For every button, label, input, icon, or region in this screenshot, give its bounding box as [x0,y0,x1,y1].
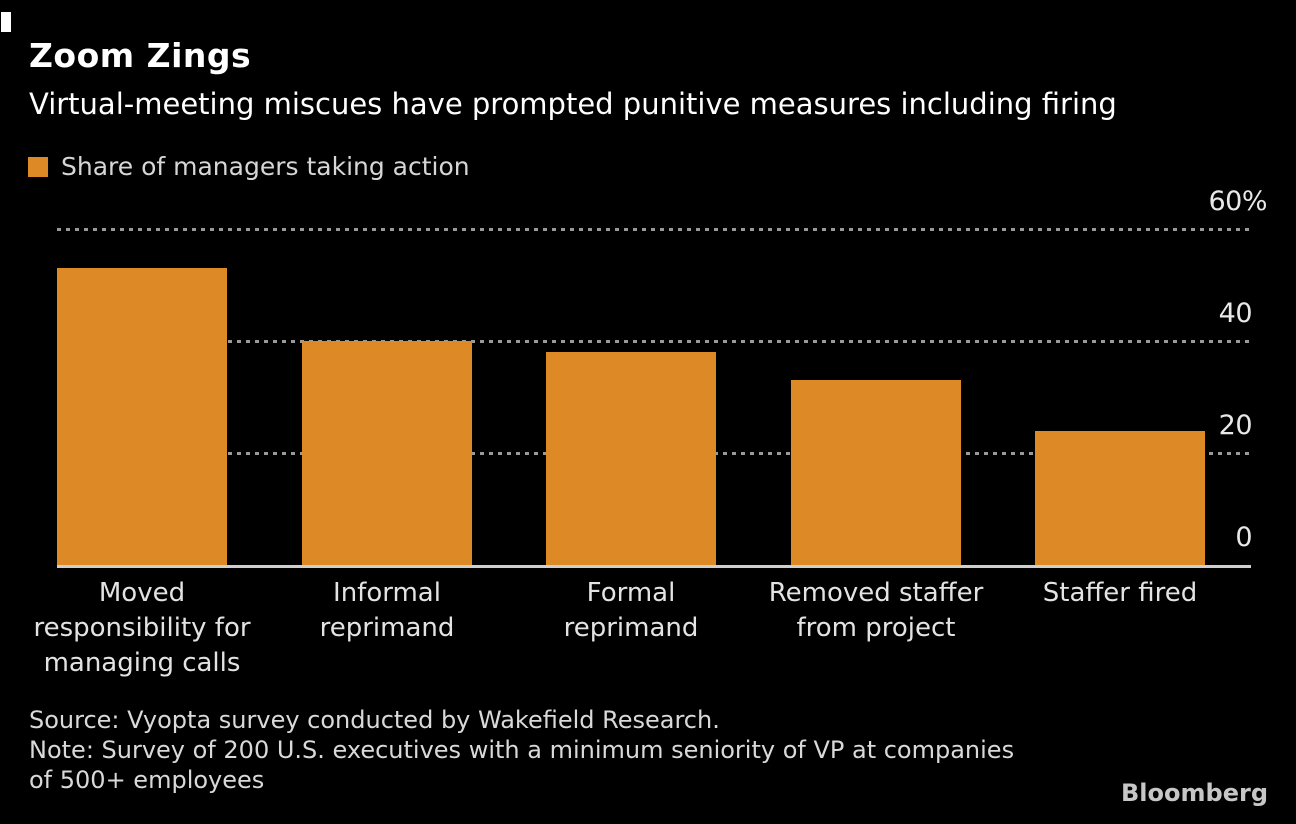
legend: Share of managers taking action [28,153,470,181]
category-label-4: Removed staffer from project [768,578,984,643]
footer-notes: Source: Vyopta survey conducted by Wakef… [29,705,1014,795]
category-label-5: Staffer fired [1042,578,1198,608]
bar-1 [57,268,227,565]
category-label-1: Moved responsibility for managing calls [33,578,251,678]
note-line: Note: Survey of 200 U.S. executives with… [29,736,1015,794]
chart-title: Zoom Zings [29,36,252,75]
bar-2 [302,341,472,565]
gridline-40 [57,340,1250,343]
bar-3 [546,352,716,565]
bar-4 [791,380,961,565]
category-label-2: Informal reprimand [319,578,455,643]
chart-subtitle: Virtual-meeting miscues have prompted pu… [29,87,1117,121]
source-line: Source: Vyopta survey conducted by Wakef… [29,706,720,734]
y-tick-label-20: 20 [1218,410,1253,441]
bar-5 [1035,431,1205,565]
x-axis-baseline [57,565,1251,568]
y-tick-label-40: 40 [1218,298,1253,329]
legend-label: Share of managers taking action [61,152,470,181]
category-label-3: Formal reprimand [563,578,699,643]
legend-swatch-icon [28,157,48,177]
bloomberg-corner-mark [1,12,11,32]
y-tick-label-60: 60% [1208,186,1267,217]
gridline-60 [57,228,1250,231]
y-tick-label-0: 0 [1235,522,1252,553]
bloomberg-logo: Bloomberg [1121,779,1268,807]
